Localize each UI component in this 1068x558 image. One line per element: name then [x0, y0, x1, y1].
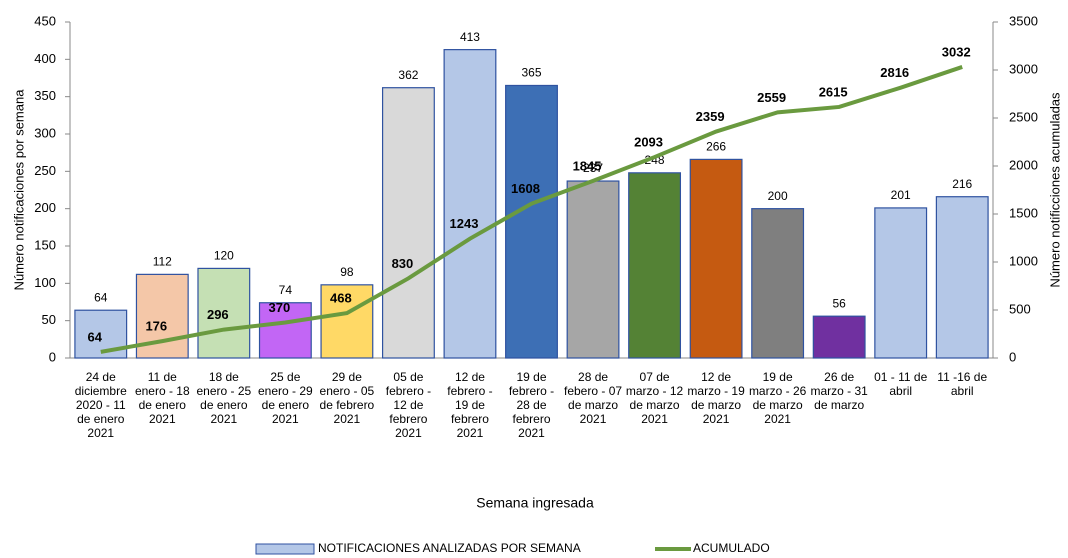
- line-value-label: 2359: [696, 109, 725, 124]
- bar-value-label: 237: [583, 161, 603, 175]
- y-tick-label: 0: [49, 349, 56, 364]
- bar: [751, 208, 805, 359]
- bar-value-label: 98: [340, 265, 354, 279]
- x-tick-label: 11 de enero - 18 de enero 2021: [134, 370, 190, 426]
- line-value-label: 176: [145, 319, 167, 334]
- x-tick-label: 18 de enero - 25 de enero 2021: [196, 370, 252, 426]
- x-tick-label: 01 - 11 de abril: [874, 370, 928, 398]
- bar-value-label: 64: [94, 290, 108, 304]
- bar: [505, 84, 558, 359]
- legend-label: ACUMULADO: [693, 541, 770, 555]
- y-tick-label: 400: [34, 51, 56, 66]
- bar-value-label: 365: [521, 66, 541, 80]
- x-tick-label: 25 de enero - 29 de enero 2021: [258, 370, 313, 426]
- y-tick-label: 450: [34, 13, 56, 28]
- y-tick-label: 150: [34, 237, 56, 252]
- x-tick-label: 19 de febrero - 28 de febrero 2021: [508, 370, 555, 440]
- y-tick-label: 200: [34, 200, 56, 215]
- y2-tick-label: 1000: [1009, 253, 1038, 268]
- y2-tick-label: 2000: [1009, 157, 1038, 172]
- legend-swatch: [255, 543, 315, 555]
- line-value-label: 2559: [757, 90, 786, 105]
- line: [100, 65, 963, 354]
- line-value-label: 468: [330, 291, 352, 306]
- line-value-label: 1608: [511, 181, 540, 196]
- y-tick-label: 250: [34, 163, 56, 178]
- line-value-label: 830: [392, 256, 414, 271]
- y-axis-title: Número notificaciones por semana: [11, 89, 26, 291]
- y-tick-label: 100: [34, 275, 56, 290]
- y-tick-label: 350: [34, 88, 56, 103]
- y2-tick-label: 3000: [1009, 61, 1038, 76]
- bar: [320, 284, 374, 359]
- x-tick-label: 11 -16 de abril: [937, 370, 988, 398]
- y-tick-label: 50: [42, 312, 56, 327]
- x-tick-label: 07 de marzo - 12 de marzo 2021: [625, 370, 684, 426]
- bar-value-label: 200: [768, 189, 788, 203]
- line-value-label: 1845: [573, 158, 602, 173]
- bar: [381, 87, 435, 359]
- y2-tick-label: 2500: [1009, 109, 1038, 124]
- bar: [874, 207, 928, 359]
- bar-value-label: 362: [398, 68, 418, 82]
- line-value-label: 2615: [819, 84, 848, 99]
- line-value-label: 2093: [634, 135, 663, 150]
- bar-value-label: 120: [214, 249, 234, 263]
- bar-value-label: 216: [952, 177, 972, 191]
- x-tick-label: 26 de marzo - 31 de marzo: [810, 370, 868, 412]
- bar: [935, 196, 989, 359]
- line-value-label: 296: [207, 307, 229, 322]
- y2-tick-label: 3500: [1009, 13, 1038, 28]
- bar-value-label: 74: [279, 283, 293, 297]
- line-value-label: 2816: [880, 65, 909, 80]
- line-value-label: 1243: [450, 216, 479, 231]
- bar: [197, 267, 251, 359]
- x-tick-label: 12 de marzo - 19 de marzo 2021: [687, 370, 745, 426]
- bar: [258, 302, 312, 359]
- y2-tick-label: 1500: [1009, 205, 1038, 220]
- bar-value-label: 201: [891, 188, 911, 202]
- bar-value-label: 112: [153, 255, 172, 269]
- bar-value-label: 266: [706, 140, 726, 154]
- y2-tick-label: 500: [1009, 301, 1031, 316]
- line-value-label: 3032: [942, 44, 971, 59]
- bar-value-label: 56: [832, 296, 846, 310]
- y-tick-label: 300: [34, 125, 56, 140]
- bar: [628, 172, 682, 359]
- line-value-label: 370: [269, 300, 291, 315]
- line-value-label: 64: [88, 329, 103, 344]
- bar: [812, 315, 866, 359]
- bar: [566, 180, 620, 359]
- bar: [443, 49, 497, 359]
- x-tick-label: 24 de diciembre 2020 - 11 de enero 2021: [74, 370, 127, 440]
- bar-value-label: 413: [460, 30, 480, 44]
- bar: [689, 158, 743, 359]
- x-tick-label: 05 de febrero - 12 de febrero 2021: [385, 370, 432, 440]
- legend-label: NOTIFICACIONES ANALIZADAS POR SEMANA: [318, 541, 581, 555]
- x-tick-label: 12 de febrero - 19 de febrero 2021: [447, 370, 493, 440]
- x-axis-title: Semana ingresada: [476, 495, 594, 511]
- x-tick-label: 28 de febero - 07 de marzo 2021: [564, 370, 623, 426]
- y2-tick-label: 0: [1009, 349, 1016, 364]
- x-tick-label: 29 de enero - 05 de febrero 2021: [319, 370, 375, 426]
- x-tick-label: 19 de marzo - 26 de marzo 2021: [748, 370, 807, 426]
- y2-axis-title: Número notificciones acumuladas: [1047, 92, 1062, 288]
